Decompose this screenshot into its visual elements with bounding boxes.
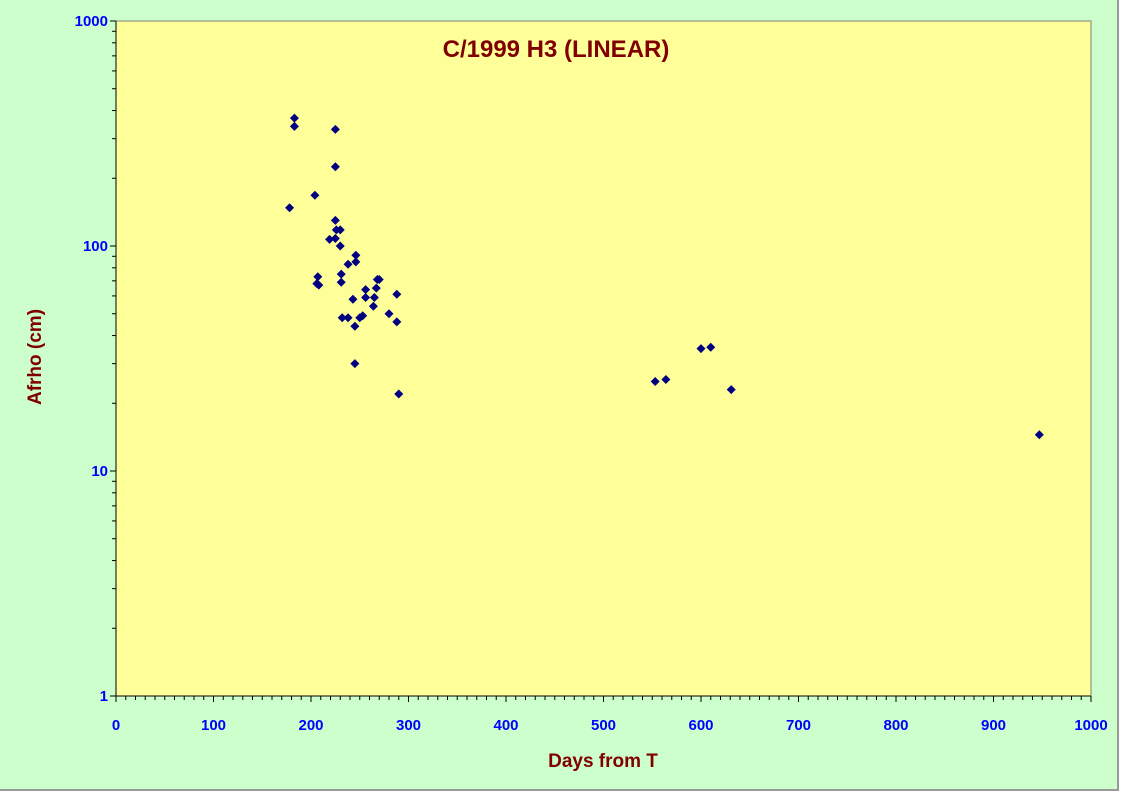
data-point: [351, 257, 361, 267]
x-tick-label: 0: [112, 717, 120, 734]
x-tick-labels: 0 100 200 300 400 500 600 700 800 900 1000: [112, 717, 1108, 734]
data-point: [706, 342, 716, 352]
x-tick-label: 400: [493, 717, 518, 734]
x-axis-title: Days from T: [548, 751, 658, 772]
data-point: [374, 274, 384, 284]
data-point: [361, 285, 371, 295]
data-point: [351, 250, 361, 260]
data-point: [336, 277, 346, 287]
data-point: [348, 294, 358, 304]
data-point: [335, 225, 345, 235]
data-point: [330, 124, 340, 134]
data-point: [313, 272, 323, 282]
y-axis-title: Afrho (cm): [25, 309, 46, 405]
chart-title: C/1999 H3 (LINEAR): [443, 36, 670, 63]
data-point: [368, 301, 378, 311]
data-point: [392, 317, 402, 327]
data-point: [350, 359, 360, 369]
x-tick-label: 900: [981, 717, 1006, 734]
data-point: [394, 389, 404, 399]
data-point: [314, 280, 324, 290]
data-point: [696, 344, 706, 354]
data-point: [330, 233, 340, 243]
data-point: [1034, 430, 1044, 440]
data-point: [361, 293, 371, 303]
x-tick-label: 600: [688, 717, 713, 734]
data-point: [343, 313, 353, 323]
data-point: [330, 215, 340, 225]
data-point: [369, 293, 379, 303]
data-point: [650, 376, 660, 386]
x-tick-label: 100: [201, 717, 226, 734]
data-point: [384, 309, 394, 319]
x-tick-label: 200: [298, 717, 323, 734]
x-tick-label: 700: [786, 717, 811, 734]
x-tick-label: 500: [591, 717, 616, 734]
data-point: [661, 375, 671, 385]
data-points: [285, 113, 1044, 440]
plot-area: [115, 20, 1092, 697]
data-point: [336, 269, 346, 279]
y-tick-label: 100: [83, 238, 108, 255]
data-point: [350, 321, 360, 331]
data-point: [392, 289, 402, 299]
data-point: [330, 162, 340, 172]
data-point: [726, 385, 736, 395]
x-tick-label: 800: [883, 717, 908, 734]
data-point: [358, 311, 368, 321]
x-tick-label: 300: [396, 717, 421, 734]
y-tick-label: 1: [100, 688, 108, 705]
data-point: [343, 259, 353, 269]
y-tick-label: 1000: [75, 13, 108, 30]
y-tick-labels: 1 10 100 1000: [75, 13, 108, 705]
data-point: [285, 203, 295, 213]
data-point: [289, 113, 299, 123]
data-point: [335, 241, 345, 251]
axis-ticks: [110, 20, 1092, 702]
data-point: [289, 121, 299, 131]
data-point: [371, 283, 381, 293]
x-tick-label: 1000: [1074, 717, 1107, 734]
y-tick-label: 10: [91, 463, 108, 480]
data-point: [325, 234, 335, 244]
data-point: [337, 313, 347, 323]
data-point: [310, 190, 320, 200]
